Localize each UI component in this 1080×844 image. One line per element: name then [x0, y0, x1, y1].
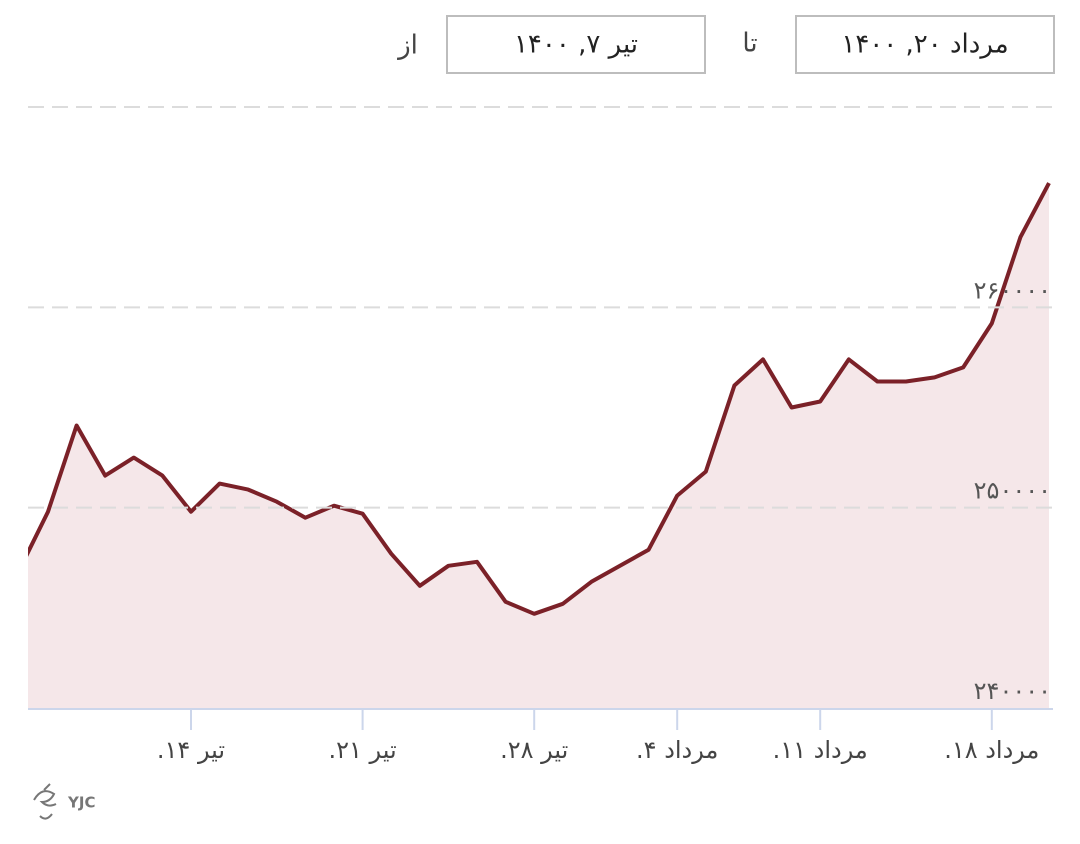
- x-tick-label: تیر ۲۸.: [500, 736, 568, 764]
- from-label: از: [396, 31, 418, 61]
- y-tick-label: ۲۴۰۰۰۰: [974, 677, 1051, 705]
- from-field[interactable]: تیر ۷, ۱۴۰۰: [446, 15, 706, 74]
- to-label: تا: [742, 29, 757, 59]
- x-tick-label: مرداد ۱۱.: [773, 736, 868, 764]
- area: [28, 183, 1049, 708]
- to-field[interactable]: مرداد ۲۰, ۱۴۰۰: [795, 15, 1055, 74]
- watermark: YJC: [33, 783, 95, 820]
- from-box[interactable]: [446, 15, 706, 74]
- watermark-text: YJC: [67, 794, 95, 812]
- x-tick-label: مرداد ۴.: [636, 736, 718, 764]
- to-box[interactable]: [795, 15, 1055, 74]
- x-tick-label: مرداد ۱۸.: [944, 736, 1039, 764]
- plot-area: [28, 182, 1051, 708]
- line: [28, 182, 1051, 616]
- x-tick-label: تیر ۲۱.: [328, 736, 396, 764]
- x-tick-label: تیر ۱۴.: [157, 736, 225, 764]
- logo: [33, 783, 57, 820]
- from-date[interactable]: تیر ۷, ۱۴۰۰: [514, 30, 638, 60]
- y-tick-label: ۲۵۰۰۰۰: [974, 477, 1051, 505]
- to-date[interactable]: مرداد ۲۰, ۱۴۰۰: [841, 30, 1008, 60]
- y-tick-label: ۲۶۰۰۰۰: [974, 276, 1051, 304]
